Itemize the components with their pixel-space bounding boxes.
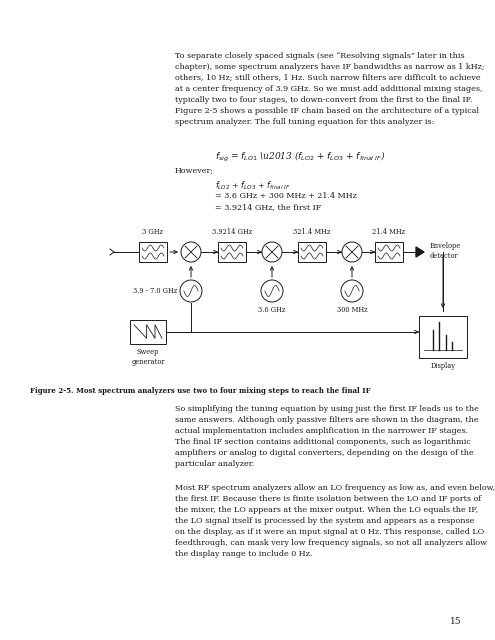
Text: $f_{sig}$ = $f_{LO1}$ \u2013 ($f_{LO2}$ + $f_{LO3}$ + $f_{final\ IF}$): $f_{sig}$ = $f_{LO1}$ \u2013 ($f_{LO2}$ … <box>215 150 385 164</box>
Text: So simplifying the tuning equation by using just the first IF leads us to the
sa: So simplifying the tuning equation by us… <box>175 405 479 468</box>
Circle shape <box>180 280 202 302</box>
Text: = 3.9214 GHz, the first IF: = 3.9214 GHz, the first IF <box>215 203 321 211</box>
Bar <box>298 242 326 262</box>
Circle shape <box>181 242 201 262</box>
Circle shape <box>342 242 362 262</box>
Bar <box>375 242 403 262</box>
Circle shape <box>341 280 363 302</box>
Text: Most RF spectrum analyzers allow an LO frequency as low as, and even below,
the : Most RF spectrum analyzers allow an LO f… <box>175 484 495 558</box>
Bar <box>218 242 246 262</box>
Circle shape <box>262 242 282 262</box>
Text: 3.6 GHz: 3.6 GHz <box>258 306 286 314</box>
Text: 321.4 MHz: 321.4 MHz <box>294 228 331 236</box>
Text: Display: Display <box>431 362 455 370</box>
Bar <box>130 320 166 344</box>
Text: 21.4 MHz: 21.4 MHz <box>372 228 405 236</box>
Bar <box>139 242 167 262</box>
Text: 3 GHz: 3 GHz <box>143 228 163 236</box>
Bar <box>419 316 467 358</box>
Text: = 3.6 GHz + 300 MHz + 21.4 MHz: = 3.6 GHz + 300 MHz + 21.4 MHz <box>215 192 357 200</box>
Text: 15: 15 <box>450 617 462 626</box>
Text: 300 MHz: 300 MHz <box>337 306 367 314</box>
Polygon shape <box>416 247 424 257</box>
Text: 3.9 - 7.0 GHz: 3.9 - 7.0 GHz <box>133 287 177 295</box>
Circle shape <box>261 280 283 302</box>
Text: $f_{LO2}$ + $f_{LO3}$ + $f_{final\ IF}$: $f_{LO2}$ + $f_{LO3}$ + $f_{final\ IF}$ <box>215 180 291 193</box>
Text: However;: However; <box>175 167 214 175</box>
Text: Figure 2-5. Most spectrum analyzers use two to four mixing steps to reach the fi: Figure 2-5. Most spectrum analyzers use … <box>30 387 371 395</box>
Text: Sweep
generator: Sweep generator <box>131 348 165 366</box>
Text: Envelope
detector: Envelope detector <box>430 242 461 260</box>
Text: To separate closely spaced signals (see “Resolving signals” later in this
chapte: To separate closely spaced signals (see … <box>175 52 485 126</box>
Text: 3.9214 GHz: 3.9214 GHz <box>212 228 252 236</box>
